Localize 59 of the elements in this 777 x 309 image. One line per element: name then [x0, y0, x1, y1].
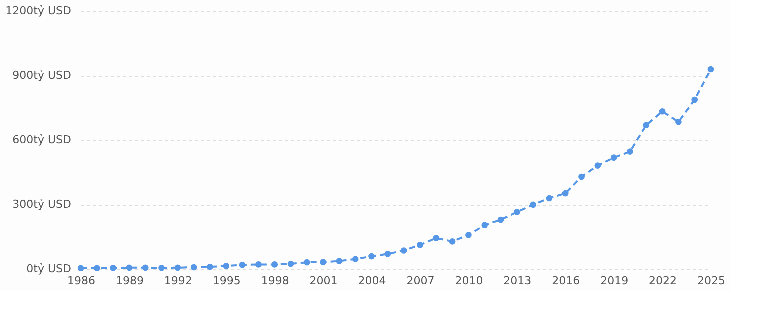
point: [610, 154, 618, 161]
x-tick-label: 1995: [212, 274, 241, 288]
point: [449, 238, 456, 245]
point: [368, 253, 375, 260]
x-tick-label: 2022: [649, 274, 678, 288]
x-tick-label: 2016: [552, 274, 580, 288]
point: [190, 264, 198, 271]
x-tick-label: 1986: [68, 274, 96, 288]
x-tick-label: 1992: [164, 274, 192, 288]
y-tick-label: 300tỷ USD: [12, 198, 72, 211]
point: [384, 251, 392, 258]
x-tick-label: 2025: [698, 274, 726, 288]
point: [110, 264, 116, 272]
point: [659, 108, 666, 115]
point: [400, 248, 408, 254]
point: [627, 148, 634, 155]
point: [482, 222, 488, 229]
point: [239, 262, 246, 268]
point: [417, 242, 424, 248]
point: [320, 259, 326, 266]
point: [223, 263, 230, 270]
point: [336, 258, 343, 264]
point: [174, 264, 182, 272]
point: [530, 202, 536, 208]
y-tick-label: 0tỷ USD: [26, 262, 72, 276]
point: [94, 265, 100, 272]
point: [288, 260, 294, 268]
point: [514, 209, 520, 216]
x-tick-label: 2004: [358, 274, 386, 288]
point: [562, 190, 569, 197]
point: [546, 195, 553, 202]
point: [352, 256, 359, 262]
point: [676, 119, 682, 126]
point: [643, 122, 650, 129]
y-tick-label: 600tỷ USD: [12, 134, 72, 146]
x-tick-label: 2019: [600, 274, 629, 288]
point: [708, 66, 714, 73]
point: [126, 264, 133, 272]
x-tick-label: 2010: [455, 274, 484, 288]
point: [256, 262, 262, 268]
x-tick-label: 1989: [116, 274, 144, 288]
point: [498, 216, 504, 224]
point: [142, 264, 149, 272]
y-tick-label: 1200tỷ USD: [6, 4, 72, 18]
y-tick-label: 900tỷ USD: [12, 69, 72, 82]
point: [578, 174, 585, 180]
point: [594, 162, 602, 169]
point: [304, 259, 310, 266]
point: [207, 264, 214, 270]
x-tick-label: 2007: [406, 274, 435, 288]
point: [158, 264, 165, 272]
x-tick-label: 2001: [310, 274, 338, 288]
point: [78, 265, 84, 272]
x-tick-label: 2013: [504, 274, 532, 288]
point: [433, 235, 440, 242]
point: [272, 262, 278, 268]
point: [692, 96, 698, 104]
x-tick-label: 1998: [261, 274, 290, 288]
point: [466, 232, 472, 238]
